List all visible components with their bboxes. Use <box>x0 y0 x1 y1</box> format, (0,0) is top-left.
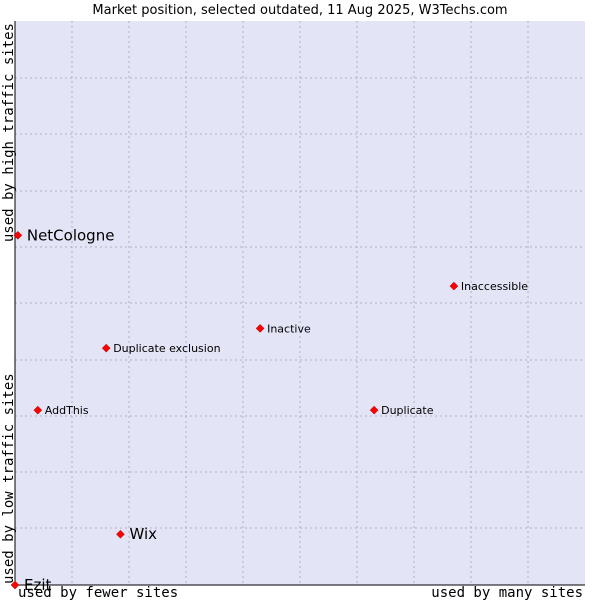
grid-lines <box>15 21 585 585</box>
point-label-addthis: AddThis <box>45 404 89 417</box>
point-marker-addthis <box>33 405 43 415</box>
point-label-inactive: Inactive <box>267 322 311 335</box>
point-marker-duplicate-exclusion <box>101 343 111 353</box>
point-marker-inaccessible <box>449 281 459 291</box>
point-label-duplicate: Duplicate <box>381 404 434 417</box>
point-label-ezit: Ezit <box>24 576 52 594</box>
x-axis-high-label: used by many sites <box>431 585 583 600</box>
point-marker-inactive <box>255 324 265 333</box>
y-axis-high-label: used by high traffic sites <box>1 23 17 242</box>
point-marker-duplicate <box>369 405 379 415</box>
point-label-wix: Wix <box>129 525 157 543</box>
point-marker-wix <box>116 529 125 539</box>
y-axis-low-label: used by low traffic sites <box>1 373 17 584</box>
point-label-inaccessible: Inaccessible <box>461 280 528 293</box>
data-points: NetCologne Inaccessible Inactive Duplicate … <box>10 226 528 594</box>
x-axis-low-label: used by fewer sites <box>18 585 178 600</box>
point-label-duplicate-exclusion: Duplicate exclusion <box>113 342 220 355</box>
point-marker-ezit <box>10 580 20 590</box>
chart-title: Market position, selected outdated, 11 A… <box>92 3 507 18</box>
point-label-netcologne: NetCologne <box>27 226 115 244</box>
point-marker-netcologne <box>13 230 23 240</box>
